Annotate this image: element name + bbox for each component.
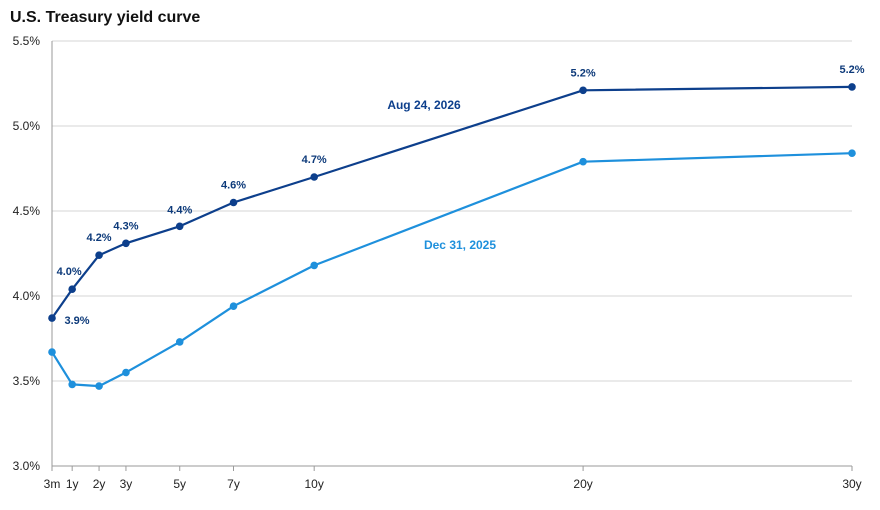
chart-title: U.S. Treasury yield curve — [10, 9, 201, 26]
x-tick-label: 10y — [305, 477, 324, 491]
y-tick-label: 5.5% — [13, 34, 41, 48]
data-point — [175, 338, 184, 346]
x-tick-label: 1y — [66, 477, 79, 491]
data-label: 5.2% — [571, 67, 596, 79]
series-line-1 — [51, 152, 853, 388]
data-point — [229, 198, 238, 207]
data-label: 4.6% — [221, 180, 246, 192]
data-point — [229, 302, 238, 311]
data-label: 4.7% — [302, 154, 327, 166]
y-tick-label: 3.5% — [13, 374, 41, 388]
data-point — [579, 157, 587, 166]
data-point — [95, 251, 103, 259]
x-tick-label: 2y — [93, 477, 106, 491]
y-tick-label: 3.0% — [13, 459, 41, 473]
data-point — [95, 382, 103, 390]
data-label: 4.0% — [57, 266, 82, 278]
data-point — [68, 380, 76, 389]
series-line-0 — [51, 85, 853, 319]
data-point — [579, 86, 587, 95]
data-point — [848, 83, 856, 91]
data-point — [68, 285, 76, 294]
data-point — [175, 222, 184, 231]
x-tick-label: 3m — [44, 477, 61, 491]
data-point — [48, 348, 56, 356]
x-tick-label: 30y — [842, 477, 861, 491]
data-point — [122, 239, 130, 248]
data-point — [310, 261, 318, 270]
data-point — [122, 368, 130, 377]
data-label: 4.2% — [87, 232, 112, 244]
y-tick-label: 5.0% — [13, 119, 41, 133]
y-tick-label: 4.0% — [13, 289, 41, 303]
data-point — [48, 314, 56, 322]
x-tick-label: 20y — [573, 477, 592, 491]
series-label-dec-2025: Dec 31, 2025 — [424, 238, 496, 252]
data-label: 4.4% — [167, 204, 192, 216]
y-tick-label: 4.5% — [13, 204, 41, 218]
data-label: 3.9% — [64, 315, 89, 327]
data-point — [310, 173, 318, 181]
series-label-aug-2026: Aug 24, 2026 — [387, 98, 461, 112]
data-label: 5.2% — [839, 64, 864, 76]
x-tick-label: 7y — [227, 477, 240, 491]
x-tick-label: 3y — [120, 477, 133, 491]
data-label: 4.3% — [113, 220, 138, 232]
x-tick-label: 5y — [173, 477, 186, 491]
data-point — [848, 149, 856, 157]
